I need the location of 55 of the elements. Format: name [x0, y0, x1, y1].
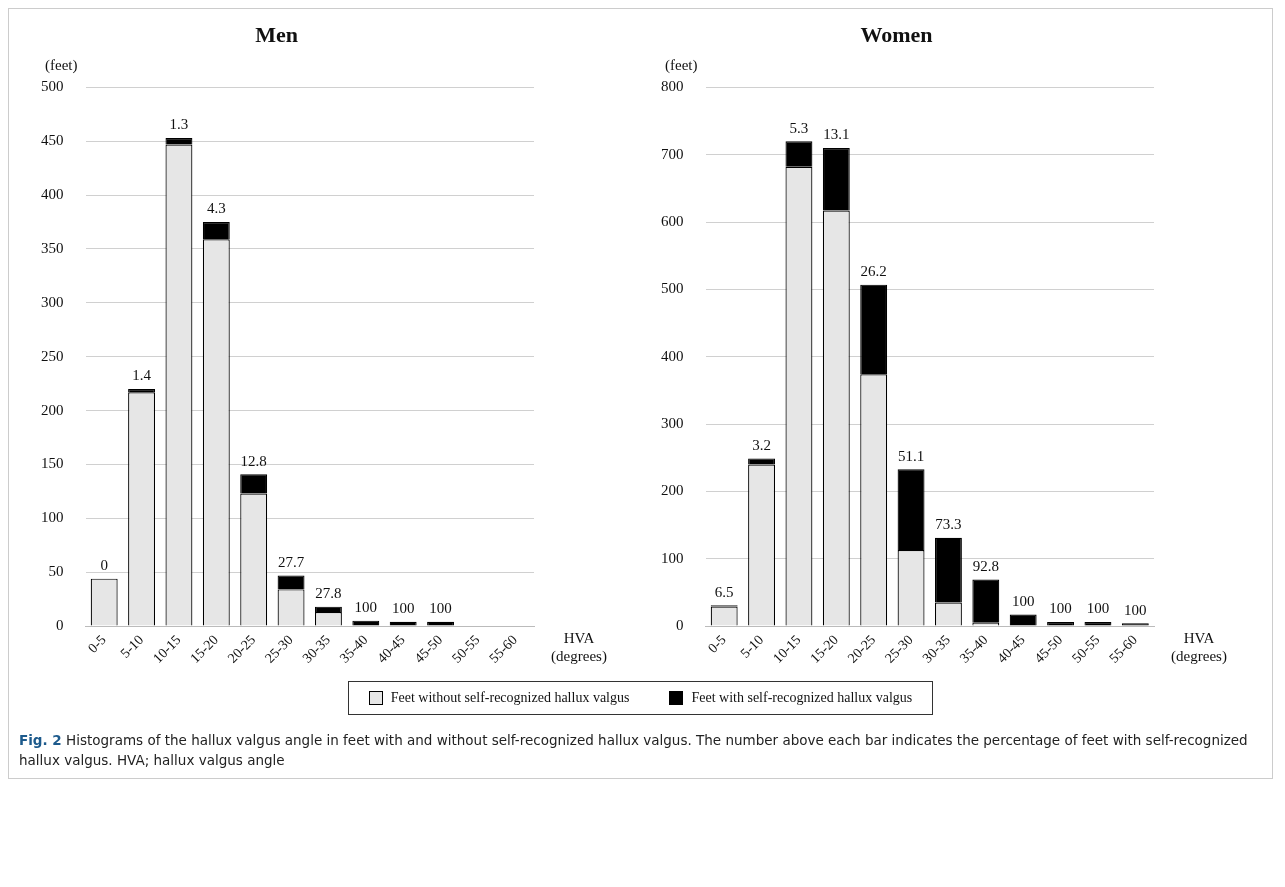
legend-label: Feet with self-recognized hallux valgus	[691, 690, 913, 706]
x-tick-label: 5-10	[737, 632, 767, 661]
annotation: 92.8	[972, 558, 999, 575]
annotation: 100	[1049, 600, 1072, 617]
annotation: 100	[1011, 593, 1035, 610]
annotation: 100	[1086, 600, 1110, 617]
y-tick-label: 200	[661, 482, 684, 499]
chart-title: Men	[255, 21, 298, 47]
annotation: 1.3	[169, 116, 189, 133]
annotation: 6.5	[714, 583, 734, 600]
annotation: 73.3	[935, 516, 962, 533]
annotation: 0	[100, 557, 108, 574]
y-tick-label: 350	[41, 239, 64, 256]
y-tick-label: 250	[41, 347, 64, 364]
annotation: 4.3	[206, 200, 226, 217]
y-axis-title: (feet)	[45, 56, 78, 74]
y-tick-label: 0	[676, 616, 684, 633]
y-tick-label: 500	[41, 78, 64, 95]
y-tick-label: 100	[661, 549, 684, 566]
legend-label: Feet without self-recognized hallux valgus	[390, 690, 630, 706]
annotation: 3.2	[752, 436, 771, 453]
y-tick-label: 300	[41, 293, 64, 310]
y-tick-label: 300	[661, 414, 684, 431]
annotation: 100	[1124, 601, 1147, 618]
annotation: 1.4	[132, 367, 152, 384]
x-axis-title: HVA (degrees)	[551, 630, 607, 666]
y-tick-label: 0	[56, 616, 64, 633]
caption: Fig. 2 Histograms of the hallux valgus angle in feet with and without self-recognized hallux valgus. The number above each bar indicates the percentage of feet with self-recognized hallux valgus. HVA; hallux valgus angle	[19, 732, 1248, 768]
y-tick-label: 400	[661, 347, 684, 364]
x-tick-label: 0-5	[85, 632, 109, 656]
y-tick-label: 800	[661, 78, 684, 95]
annotation: 100	[391, 600, 415, 617]
y-tick-label: 500	[661, 280, 684, 297]
chart-title: Women	[860, 21, 933, 47]
y-tick-label: 150	[41, 455, 64, 472]
annotation: 51.1	[897, 447, 925, 464]
y-axis-title: (feet)	[665, 56, 698, 74]
y-tick-label: 50	[48, 563, 64, 580]
annotation: 13.1	[823, 126, 850, 143]
x-axis-title: HVA (degrees)	[1171, 630, 1227, 666]
annotation: 12.8	[240, 452, 267, 469]
y-tick-label: 450	[41, 132, 64, 149]
x-tick-label: 5-10	[117, 632, 147, 661]
y-tick-label: 100	[41, 509, 64, 526]
y-tick-label: 600	[661, 212, 684, 229]
y-tick-label: 400	[41, 186, 64, 203]
y-tick-label: 700	[661, 145, 684, 162]
annotation: 27.7	[277, 553, 305, 570]
annotation: 100	[354, 599, 378, 616]
annotation: 26.2	[860, 263, 887, 280]
annotation: 27.8	[315, 585, 342, 602]
y-tick-label: 200	[41, 401, 64, 418]
annotation: 5.3	[789, 119, 809, 136]
annotation: 100	[429, 600, 452, 617]
x-tick-label: 0-5	[705, 632, 729, 656]
